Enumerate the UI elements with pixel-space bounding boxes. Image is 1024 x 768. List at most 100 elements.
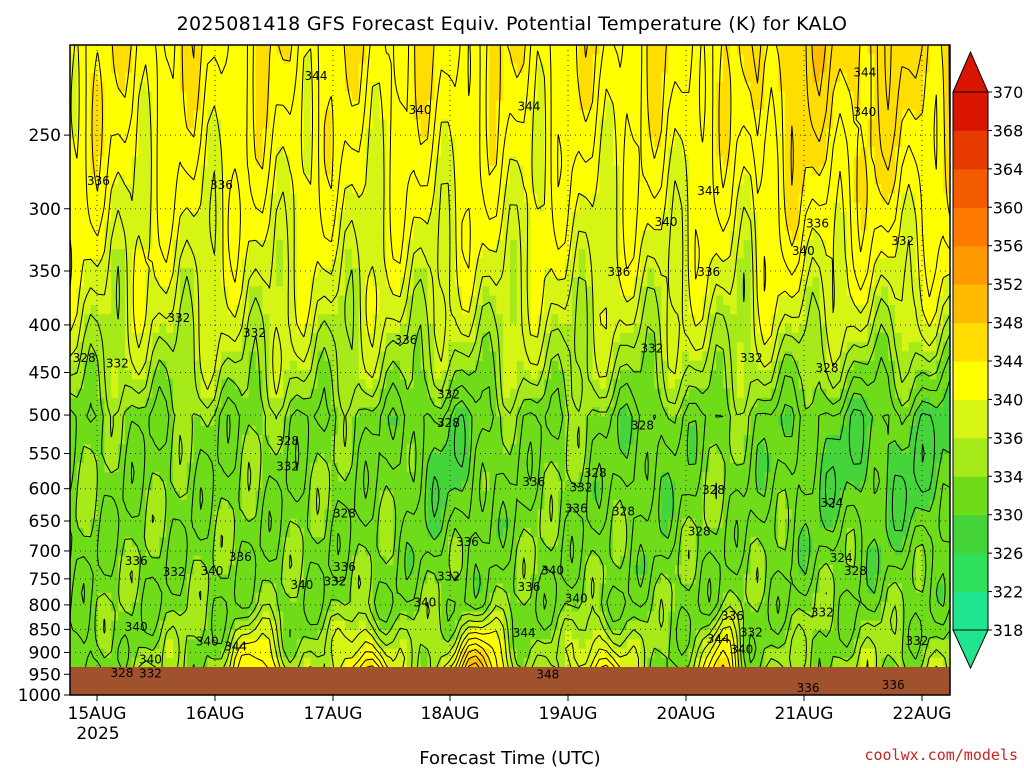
field-cell	[317, 91, 325, 102]
field-cell	[503, 184, 511, 195]
field-cell	[186, 314, 195, 325]
field-cell	[420, 639, 429, 650]
field-cell	[97, 91, 105, 102]
field-cell	[207, 370, 215, 380]
field-cell	[235, 156, 243, 167]
field-cell	[393, 63, 401, 74]
field-cell	[413, 370, 422, 380]
field-cell	[214, 249, 222, 260]
field-cell	[523, 184, 532, 195]
field-cell	[200, 100, 209, 111]
field-cell	[97, 630, 105, 640]
field-cell	[386, 82, 394, 93]
field-cell	[145, 221, 154, 232]
field-cell	[544, 212, 552, 223]
field-cell	[496, 435, 504, 445]
field-cell	[358, 45, 367, 55]
field-cell	[558, 286, 566, 297]
field-cell	[372, 137, 380, 148]
field-cell	[351, 370, 360, 380]
field-cell	[111, 518, 119, 529]
field-cell	[283, 620, 291, 631]
field-cell	[468, 221, 477, 232]
field-cell	[207, 240, 215, 250]
field-cell	[537, 630, 545, 640]
field-cell	[118, 397, 126, 408]
field-cell	[303, 128, 312, 139]
field-cell	[255, 351, 264, 362]
field-cell	[83, 119, 92, 130]
field-cell	[468, 574, 477, 585]
field-cell	[351, 602, 360, 613]
field-cell	[111, 574, 119, 585]
field-cell	[310, 212, 319, 223]
field-cell	[221, 546, 229, 557]
field-cell	[475, 565, 484, 575]
field-cell	[338, 462, 346, 473]
field-cell	[228, 509, 236, 520]
field-cell	[310, 490, 319, 501]
field-cell	[482, 537, 490, 548]
field-cell	[427, 453, 435, 464]
field-cell	[193, 249, 202, 260]
field-cell	[523, 119, 532, 130]
field-cell	[379, 472, 387, 483]
field-cell	[104, 555, 112, 566]
field-cell	[152, 416, 160, 427]
field-cell	[193, 416, 202, 427]
field-cell	[90, 602, 99, 613]
field-cell	[358, 137, 367, 148]
field-cell	[358, 416, 367, 427]
field-cell	[317, 481, 325, 492]
field-cell	[496, 295, 504, 306]
field-cell	[228, 305, 236, 315]
field-cell	[241, 565, 250, 575]
field-cell	[434, 407, 442, 418]
field-cell	[214, 574, 222, 585]
field-cell	[455, 147, 463, 158]
field-cell	[400, 258, 408, 269]
field-cell	[489, 379, 497, 390]
field-cell	[482, 407, 490, 418]
field-cell	[496, 472, 504, 483]
field-cell	[276, 230, 284, 241]
field-cell	[262, 305, 270, 315]
field-cell	[544, 277, 552, 288]
field-cell	[97, 351, 105, 362]
field-cell	[145, 565, 154, 575]
field-cell	[523, 611, 532, 622]
field-cell	[461, 240, 470, 250]
field-cell	[159, 82, 167, 93]
field-cell	[303, 332, 312, 343]
field-cell	[393, 230, 401, 241]
field-cell	[200, 500, 209, 510]
field-cell	[221, 100, 229, 111]
field-cell	[111, 397, 119, 408]
field-cell	[482, 462, 490, 473]
field-cell	[248, 453, 257, 464]
field-cell	[345, 518, 353, 529]
field-cell	[131, 305, 140, 315]
field-cell	[310, 360, 319, 371]
field-cell	[186, 240, 195, 250]
field-cell	[475, 592, 484, 603]
field-cell	[461, 91, 470, 102]
field-cell	[207, 165, 215, 176]
field-cell	[406, 472, 415, 483]
field-cell	[455, 592, 463, 603]
field-cell	[207, 435, 215, 445]
field-cell	[83, 537, 92, 548]
field-cell	[207, 314, 215, 325]
field-cell	[152, 472, 160, 483]
field-cell	[83, 407, 92, 418]
field-cell	[441, 202, 449, 213]
field-cell	[221, 82, 229, 93]
field-cell	[131, 639, 140, 650]
field-cell	[413, 462, 422, 473]
field-cell	[111, 314, 119, 325]
field-cell	[510, 221, 518, 232]
field-cell	[221, 332, 229, 343]
field-cell	[365, 82, 374, 93]
field-cell	[173, 54, 181, 65]
field-cell	[228, 518, 236, 529]
